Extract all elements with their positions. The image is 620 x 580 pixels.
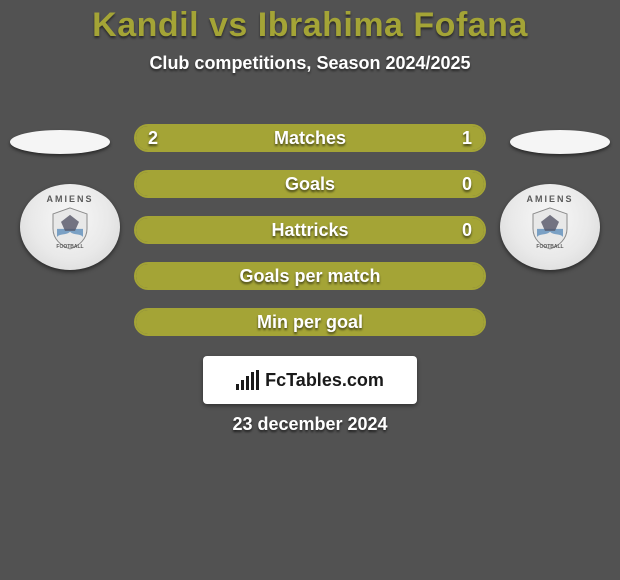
club-sub-right: FOOTBALL [536,244,563,250]
club-logo-right: AMIENS FOOTBALL [500,184,600,270]
club-name-right: AMIENS [500,194,600,204]
page-title: Kandil vs Ibrahima Fofana [0,6,620,45]
club-name-left: AMIENS [20,194,120,204]
brand-box: FcTables.com [203,356,417,404]
stat-rows: 21Matches 0Goals 0Hattricks Goals per match… [134,124,486,336]
stat-row: 0Hattricks [134,216,486,244]
stat-label: Min per goal [134,308,486,336]
chart-icon [236,370,261,390]
player-disc-left [10,130,110,154]
stat-row: Min per goal [134,308,486,336]
stat-row: Goals per match [134,262,486,290]
stat-label: Matches [134,124,486,152]
page-subtitle: Club competitions, Season 2024/2025 [0,53,620,74]
club-sub-left: FOOTBALL [56,244,83,250]
stat-label: Goals per match [134,262,486,290]
stat-row: 0Goals [134,170,486,198]
player-disc-right [510,130,610,154]
page: Kandil vs Ibrahima Fofana Club competiti… [0,6,620,580]
stat-row: 21Matches [134,124,486,152]
date-text: 23 december 2024 [0,414,620,435]
stat-label: Hattricks [134,216,486,244]
club-logo-left: AMIENS FOOTBALL [20,184,120,270]
brand-text: FcTables.com [265,370,384,391]
shield-icon: FOOTBALL [527,205,573,251]
shield-icon: FOOTBALL [47,205,93,251]
stat-label: Goals [134,170,486,198]
